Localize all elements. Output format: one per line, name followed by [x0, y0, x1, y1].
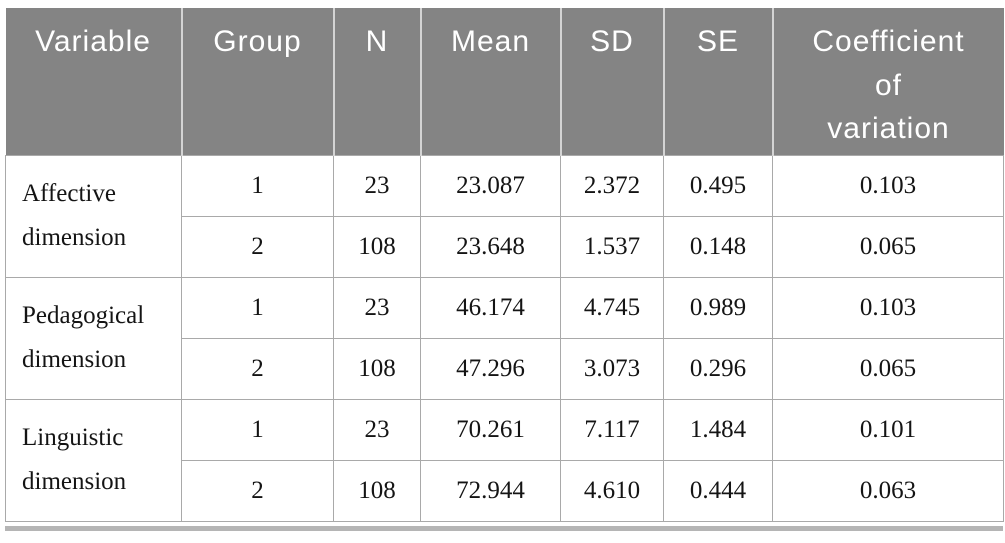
- statistics-table: Variable Group N Mean SD SE Coefficient …: [5, 8, 1004, 522]
- cell-mean: 23.087: [420, 154, 561, 217]
- cell-n: 23: [333, 154, 421, 217]
- cell-variable-linguistic: Linguistic dimension: [5, 398, 182, 522]
- cell-mean: 23.648: [420, 215, 561, 278]
- table-row: Linguistic dimension 1 23 70.261 7.117 1…: [5, 398, 1004, 522]
- cell-sd: 3.073: [560, 337, 664, 400]
- cell-n: 108: [333, 215, 421, 278]
- cell-se: 0.495: [663, 154, 773, 217]
- cell-se: 0.989: [663, 276, 773, 339]
- cell-coefficient-of-variation: 0.065: [772, 215, 1004, 278]
- cell-coefficient-of-variation: 0.101: [772, 398, 1004, 461]
- cell-group: 1: [181, 398, 334, 461]
- table-row: 2 108 47.296 3.073 0.296 0.065: [6, 337, 1004, 400]
- table-row: Affective dimension 1 23 23.087 2.372 0.…: [5, 154, 1004, 278]
- cell-n: 108: [333, 337, 421, 400]
- cell-n: 23: [333, 276, 421, 339]
- cell-sd: 7.117: [560, 398, 664, 461]
- cell-mean: 47.296: [420, 337, 561, 400]
- col-header-mean: Mean: [420, 8, 562, 155]
- cell-sd: 1.537: [560, 215, 664, 278]
- table-row: 2 108 23.648 1.537 0.148 0.065: [6, 215, 1004, 278]
- cell-sd: 4.745: [560, 276, 664, 339]
- cell-group: 1: [181, 276, 334, 339]
- cell-n: 23: [333, 398, 421, 461]
- table-row: Pedagogical dimension 1 23 46.174 4.745 …: [5, 276, 1004, 400]
- cell-coefficient-of-variation: 0.103: [772, 276, 1004, 339]
- table-bottom-rule: [5, 525, 1003, 531]
- statistics-table-figure: Variable Group N Mean SD SE Coefficient …: [5, 8, 1004, 531]
- cell-coefficient-of-variation: 0.103: [772, 154, 1004, 217]
- cell-n: 108: [333, 459, 421, 522]
- col-header-se: SE: [663, 8, 774, 155]
- header-row: Variable Group N Mean SD SE Coefficient …: [5, 8, 1004, 155]
- col-header-sd: SD: [560, 8, 665, 155]
- cell-variable-affective: Affective dimension: [5, 154, 182, 278]
- cell-sd: 2.372: [560, 154, 664, 217]
- cell-mean: 72.944: [420, 459, 561, 522]
- table-row: 2 108 72.944 4.610 0.444 0.063: [6, 459, 1004, 522]
- cell-group: 2: [181, 215, 334, 278]
- cell-coefficient-of-variation: 0.065: [772, 337, 1004, 400]
- cell-sd: 4.610: [560, 459, 664, 522]
- cell-se: 1.484: [663, 398, 773, 461]
- cell-mean: 46.174: [420, 276, 561, 339]
- cell-se: 0.296: [663, 337, 773, 400]
- cell-mean: 70.261: [420, 398, 561, 461]
- cell-group: 2: [181, 459, 334, 522]
- cell-variable-pedagogical: Pedagogical dimension: [5, 276, 182, 400]
- col-header-n: N: [333, 8, 422, 155]
- cell-group: 1: [181, 154, 334, 217]
- cell-coefficient-of-variation: 0.063: [772, 459, 1004, 522]
- cell-se: 0.444: [663, 459, 773, 522]
- col-header-coefficient-of-variation: Coefficient of variation: [772, 8, 1004, 155]
- col-header-variable: Variable: [5, 8, 183, 155]
- cell-group: 2: [181, 337, 334, 400]
- cell-se: 0.148: [663, 215, 773, 278]
- col-header-group: Group: [181, 8, 335, 155]
